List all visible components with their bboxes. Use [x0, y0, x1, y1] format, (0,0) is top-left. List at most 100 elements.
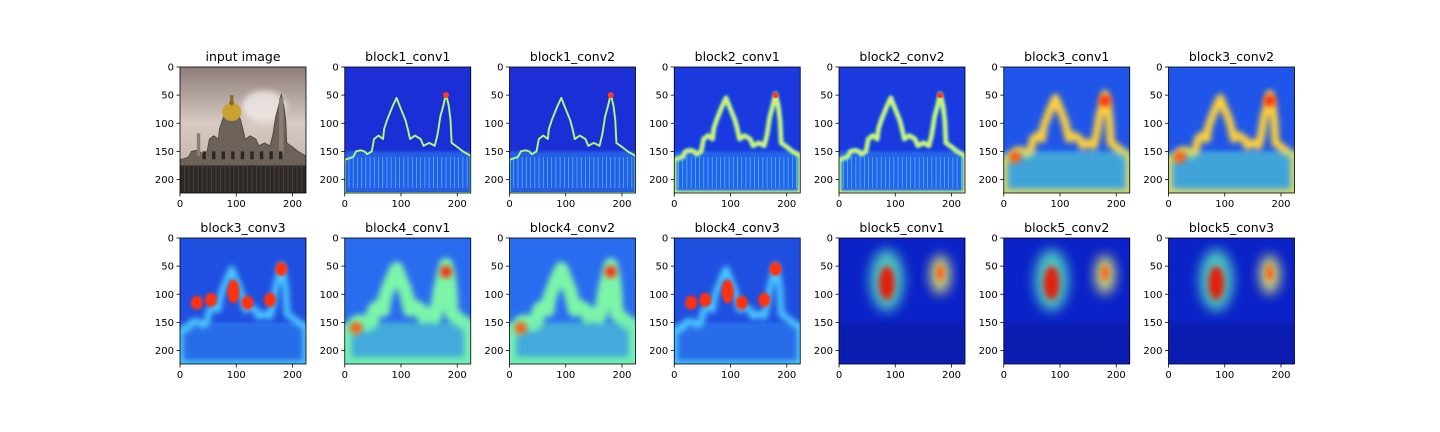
y-tick-label: 150 [979, 318, 998, 329]
y-tick-label: 50 [1150, 91, 1163, 102]
y-tick-label: 50 [326, 262, 339, 273]
x-tick-label: 0 [671, 370, 677, 381]
panel-title: input image [205, 49, 280, 64]
axes-frame [1168, 66, 1295, 194]
axes-frame [344, 237, 472, 365]
panel-title: block4_conv2 [530, 220, 615, 235]
y-tick-label: 0 [991, 63, 997, 74]
panel-title: block2_conv2 [859, 49, 944, 64]
y-tick-label: 50 [820, 262, 833, 273]
y-tick-label: 0 [332, 234, 338, 245]
x-tick-label: 100 [227, 199, 246, 210]
heatmap-image [839, 67, 965, 193]
axes-frame [673, 237, 801, 365]
y-tick-label: 150 [484, 318, 503, 329]
panel-title: block3_conv1 [1024, 49, 1109, 64]
y-tick-label: 100 [979, 119, 998, 130]
y-tick-label: 150 [979, 147, 998, 158]
y-tick-label: 200 [649, 175, 668, 186]
axes-frame [509, 66, 636, 194]
y-tick-label: 50 [161, 262, 174, 273]
x-tick-label: 200 [1107, 199, 1126, 210]
y-tick-label: 150 [814, 147, 833, 158]
x-tick-label: 200 [942, 199, 961, 210]
heatmap-image [180, 238, 306, 364]
y-tick-label: 0 [1156, 63, 1162, 74]
x-tick-label: 200 [283, 370, 302, 381]
panel-block1-conv2: block1_conv2 0 100 200 0 50 100 150 200 [484, 49, 636, 210]
axes-frame [673, 66, 801, 194]
y-tick-label: 100 [649, 290, 668, 301]
x-tick-label: 100 [1050, 370, 1069, 381]
panel-title: block3_conv2 [1189, 49, 1274, 64]
y-tick-label: 0 [827, 234, 833, 245]
y-tick-label: 0 [497, 63, 503, 74]
x-tick-label: 0 [671, 199, 677, 210]
panel-block2-conv2: block2_conv2 0 100 200 0 50 100 150 200 [814, 49, 966, 210]
y-tick-label: 150 [155, 318, 174, 329]
axes-frame [838, 66, 966, 194]
axes-frame [179, 66, 307, 194]
x-tick-label: 0 [1001, 199, 1007, 210]
y-tick-label: 50 [985, 262, 998, 273]
x-tick-label: 0 [506, 199, 512, 210]
axes-frame [179, 237, 307, 365]
y-tick-label: 200 [155, 175, 174, 186]
panel-title: block4_conv3 [695, 220, 780, 235]
y-tick-label: 200 [320, 346, 339, 357]
x-tick-label: 200 [1271, 370, 1290, 381]
y-tick-label: 100 [484, 119, 503, 130]
panel-block4-conv3: block4_conv3 0 100 200 0 50 100 150 200 [649, 220, 801, 381]
x-tick-label: 100 [886, 199, 905, 210]
panel-title: block5_conv2 [1024, 220, 1109, 235]
panel-block4-conv2: block4_conv2 0 100 200 0 50 100 150 200 [484, 220, 636, 381]
heatmap-image [674, 67, 801, 193]
y-tick-label: 50 [656, 91, 669, 102]
x-tick-label: 200 [777, 370, 796, 381]
y-tick-label: 0 [827, 63, 833, 74]
y-tick-label: 50 [326, 91, 339, 102]
x-tick-label: 100 [721, 199, 740, 210]
y-tick-label: 150 [649, 147, 668, 158]
y-tick-label: 100 [649, 119, 668, 130]
x-tick-label: 0 [177, 370, 183, 381]
x-tick-label: 0 [342, 370, 348, 381]
x-tick-label: 100 [391, 370, 410, 381]
y-tick-label: 200 [979, 346, 998, 357]
x-tick-label: 0 [1165, 199, 1171, 210]
axes-frame [509, 237, 636, 365]
x-tick-label: 200 [777, 199, 796, 210]
x-tick-label: 100 [886, 370, 905, 381]
y-tick-label: 100 [320, 290, 339, 301]
y-tick-label: 200 [979, 175, 998, 186]
heatmap-image [509, 238, 636, 364]
x-tick-label: 0 [1165, 370, 1171, 381]
panel-block5-conv3: block5_conv3 0 100 200 0 50 100 150 200 [1143, 220, 1295, 381]
x-tick-label: 0 [506, 370, 512, 381]
y-tick-label: 0 [168, 234, 174, 245]
heatmap-image [509, 67, 636, 193]
heatmap-image [1003, 238, 1130, 364]
x-tick-label: 100 [556, 199, 575, 210]
y-tick-label: 200 [814, 346, 833, 357]
heatmap-image [344, 67, 471, 193]
x-tick-label: 200 [283, 199, 302, 210]
y-tick-label: 150 [320, 318, 339, 329]
x-tick-label: 200 [1107, 370, 1126, 381]
panel-block3-conv1: block3_conv1 0 100 200 0 50 100 150 200 [979, 49, 1131, 210]
x-tick-label: 100 [227, 370, 246, 381]
y-tick-label: 100 [814, 119, 833, 130]
panel-title: block5_conv1 [859, 220, 944, 235]
heatmap-image [344, 238, 471, 364]
y-tick-label: 200 [484, 346, 503, 357]
heatmap-image [674, 238, 801, 364]
y-tick-label: 50 [491, 91, 504, 102]
y-tick-label: 50 [820, 91, 833, 102]
y-tick-label: 50 [985, 91, 998, 102]
x-tick-label: 0 [177, 199, 183, 210]
y-tick-label: 0 [168, 63, 174, 74]
heatmap-image [1168, 238, 1295, 364]
x-tick-label: 100 [1215, 199, 1234, 210]
y-tick-label: 150 [649, 318, 668, 329]
y-tick-label: 150 [484, 147, 503, 158]
